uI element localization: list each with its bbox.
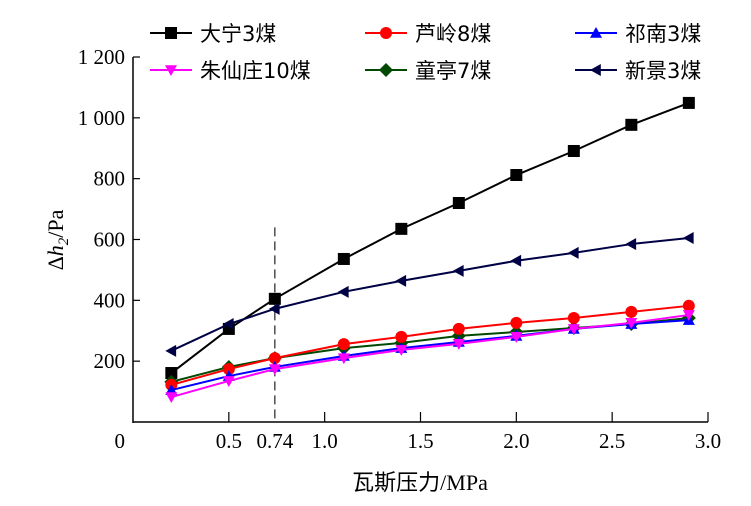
- data-point: [268, 364, 281, 376]
- series-group: [164, 96, 696, 404]
- y-label-sub: 2: [56, 237, 72, 245]
- x-tick-label: 2.0: [503, 429, 529, 453]
- data-point: [337, 252, 350, 265]
- x-tick-label: 1.5: [407, 429, 433, 453]
- data-point: [395, 330, 408, 343]
- series-line: [171, 319, 689, 392]
- data-point: [337, 353, 350, 365]
- x-tick-label: 0.74: [256, 429, 293, 453]
- data-point: [567, 311, 580, 324]
- legend-label: 朱仙庄10煤: [200, 59, 311, 83]
- legend-item: 祁南3煤: [575, 22, 701, 46]
- legend-item: 大宁3煤: [150, 22, 276, 46]
- data-point: [165, 367, 178, 380]
- data-point: [222, 318, 234, 331]
- legend-label: 新景3煤: [625, 59, 701, 83]
- data-point: [222, 376, 235, 387]
- legend-marker: [379, 63, 393, 77]
- y-tick-label: 400: [94, 288, 126, 312]
- data-point: [625, 238, 637, 251]
- legend-label: 童亭7煤: [415, 59, 491, 83]
- data-point: [337, 338, 350, 351]
- legend-item: 朱仙庄10煤: [150, 59, 311, 83]
- data-point: [222, 363, 235, 376]
- series-line: [171, 313, 689, 399]
- y-tick-label: 600: [94, 228, 126, 252]
- y-tick-label: 1 000: [78, 106, 125, 130]
- series-3: [165, 314, 695, 395]
- data-point: [510, 254, 522, 267]
- data-point: [625, 305, 638, 318]
- y-tick-label: 800: [94, 167, 126, 191]
- origin-label: 0: [115, 429, 126, 453]
- legend-label: 芦岭8煤: [415, 22, 491, 46]
- legend-marker: [165, 65, 177, 76]
- y-tick-label: 1 200: [78, 45, 125, 69]
- y-label-var: h: [43, 245, 68, 256]
- legend-marker: [590, 64, 601, 76]
- y-label-unit: /Pa: [43, 209, 68, 237]
- legend-item: 芦岭8煤: [365, 22, 491, 46]
- data-point: [395, 274, 407, 287]
- data-point: [567, 144, 580, 157]
- data-point: [165, 344, 177, 357]
- data-point: [682, 96, 695, 109]
- legend-item: 新景3煤: [575, 59, 701, 83]
- series-1: [165, 96, 695, 380]
- legend-label: 大宁3煤: [200, 22, 276, 46]
- data-point: [268, 292, 281, 305]
- data-point: [165, 392, 178, 404]
- x-tick-label: 1.0: [312, 429, 338, 453]
- data-point: [452, 339, 465, 350]
- data-point: [452, 322, 465, 335]
- x-axis-label: 瓦斯压力/MPa: [352, 470, 488, 495]
- legend-label: 祁南3煤: [625, 22, 701, 46]
- x-tick-label: 0.5: [216, 429, 242, 453]
- axes: 200 400 600 800 1 000 1 200 0 0.5 0.74 1.0 1.5 2.0 2…: [78, 45, 721, 453]
- x-tick-label: 3.0: [695, 429, 721, 453]
- data-point: [395, 222, 408, 235]
- data-point: [510, 169, 523, 182]
- y-tick-label: 200: [94, 349, 126, 373]
- series-6: [165, 231, 694, 357]
- y-label-delta: Δ: [43, 256, 68, 270]
- series-line: [170, 236, 689, 352]
- data-point: [337, 285, 349, 298]
- data-point: [268, 302, 280, 315]
- y-axis-label: Δh2/Pa: [43, 209, 72, 270]
- series-4: [165, 310, 695, 404]
- series-line: [170, 101, 690, 374]
- legend-marker: [380, 27, 392, 39]
- data-point: [625, 318, 638, 329]
- data-point: [452, 264, 464, 277]
- legend-item: 童亭7煤: [365, 59, 491, 83]
- data-point: [682, 231, 694, 244]
- data-point: [452, 197, 465, 209]
- data-point: [682, 310, 695, 321]
- data-point: [268, 352, 281, 365]
- legend-marker: [165, 27, 177, 39]
- legend-marker: [590, 27, 602, 38]
- data-point: [510, 316, 523, 329]
- data-point: [625, 118, 638, 131]
- data-point: [510, 332, 523, 343]
- data-point: [567, 246, 579, 259]
- x-tick-label: 2.5: [599, 429, 625, 453]
- data-point: [395, 345, 408, 356]
- series-line: [171, 304, 689, 386]
- data-point: [682, 299, 695, 312]
- data-point: [165, 384, 178, 395]
- data-point: [567, 324, 580, 335]
- series-2: [165, 299, 695, 391]
